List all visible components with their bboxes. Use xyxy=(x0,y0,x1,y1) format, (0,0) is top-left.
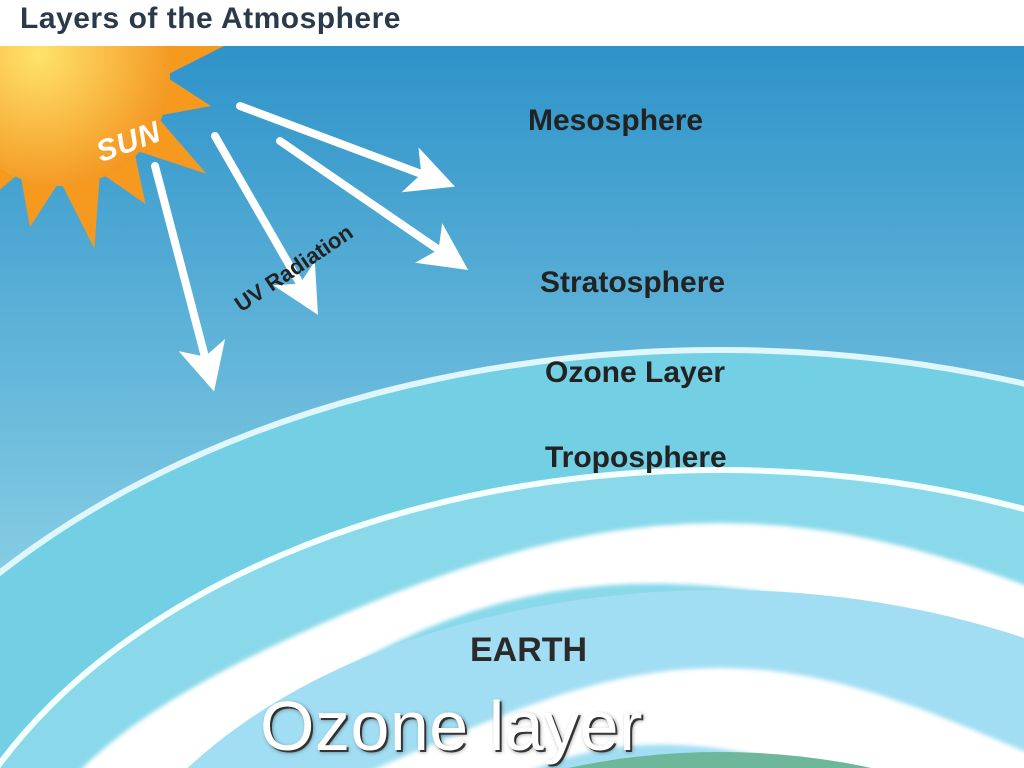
page-title: Layers of the Atmosphere xyxy=(20,2,401,36)
label-mesosphere: Mesosphere xyxy=(528,104,703,138)
label-earth-core: EARTH xyxy=(470,631,587,670)
stage: Layers of the Atmosphere xyxy=(0,0,1024,768)
label-ozone: Ozone Layer xyxy=(545,356,725,390)
label-troposphere: Troposphere xyxy=(545,441,727,475)
label-stratosphere: Stratosphere xyxy=(540,266,725,300)
overlay-title: Ozone layer xyxy=(260,686,643,766)
atmosphere-diagram: Mesosphere Stratosphere Ozone Layer Troposp… xyxy=(0,46,1024,768)
